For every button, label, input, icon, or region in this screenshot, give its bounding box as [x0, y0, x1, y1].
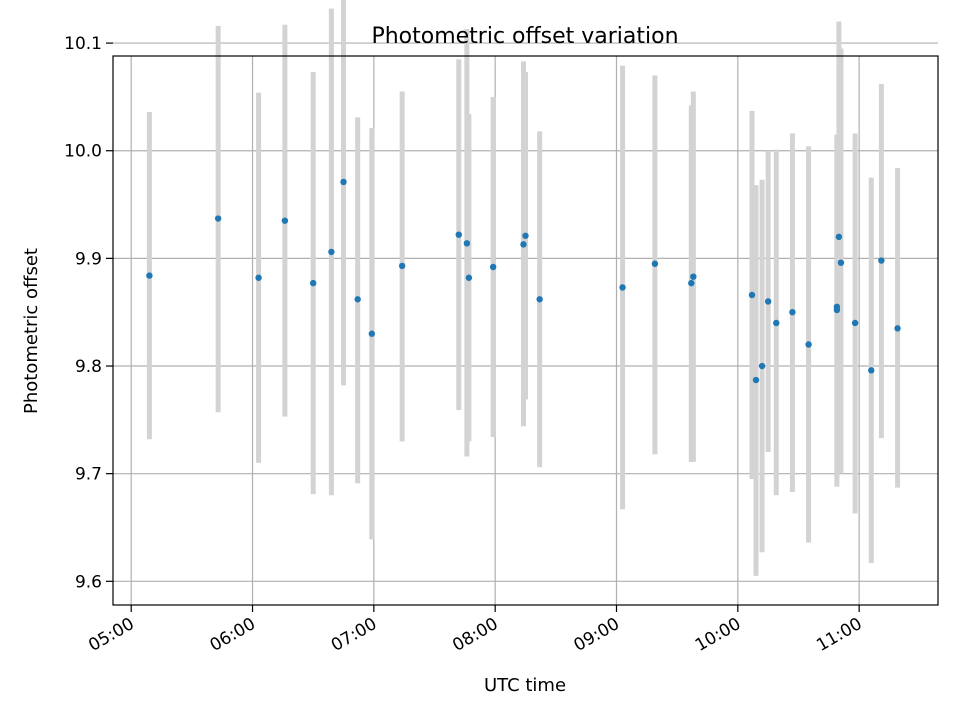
data-point — [522, 232, 529, 239]
error-bars — [146, 0, 901, 576]
data-point — [789, 309, 796, 316]
data-point — [688, 279, 695, 287]
data-point — [368, 330, 376, 337]
x-tick-label: 11:00 — [813, 614, 865, 656]
data-point — [851, 319, 859, 327]
data-point — [309, 279, 317, 287]
data-point — [214, 215, 222, 222]
data-point — [463, 240, 471, 247]
x-tick-label: 08:00 — [449, 614, 501, 656]
data-point — [878, 257, 885, 264]
data-point — [758, 362, 766, 370]
data-point — [328, 248, 335, 256]
y-axis-label: Photometric offset — [21, 248, 42, 414]
chart-title: Photometric offset variation — [371, 24, 678, 49]
x-tick-label: 05:00 — [85, 614, 137, 656]
data-point — [805, 341, 812, 348]
y-tick-label: 9.8 — [75, 357, 102, 377]
y-tick-label: 9.7 — [75, 465, 102, 485]
data-point — [868, 367, 875, 374]
data-point — [748, 291, 756, 299]
x-tick-label: 09:00 — [571, 614, 623, 656]
data-point — [536, 296, 543, 303]
data-point — [465, 274, 473, 281]
data-point — [255, 274, 262, 281]
x-tick-label: 10:00 — [692, 614, 744, 656]
data-point — [835, 233, 843, 241]
x-tick-label: 06:00 — [207, 614, 259, 656]
data-point — [455, 231, 462, 238]
plot-frame — [112, 55, 939, 606]
data-points — [146, 178, 901, 384]
data-point — [146, 272, 153, 279]
data-point — [398, 262, 406, 270]
data-point — [619, 284, 626, 291]
data-point — [520, 241, 527, 248]
data-point — [833, 306, 841, 314]
y-tick-label: 10.0 — [64, 142, 102, 162]
data-point — [651, 260, 659, 267]
data-point — [354, 296, 361, 303]
data-point — [764, 298, 772, 305]
data-point — [773, 319, 780, 327]
data-point — [489, 263, 497, 271]
data-point — [340, 178, 347, 186]
y-tick-label: 9.9 — [75, 249, 102, 269]
y-tick-label: 10.1 — [64, 34, 102, 54]
data-point — [894, 325, 901, 332]
y-tick-label: 9.6 — [75, 572, 102, 592]
x-tick-label: 07:00 — [328, 614, 380, 656]
data-point — [690, 273, 697, 280]
data-point — [752, 376, 760, 384]
data-point — [281, 217, 289, 224]
data-point — [837, 259, 845, 266]
x-axis-label: UTC time — [484, 675, 566, 696]
grid-lines — [113, 42, 938, 605]
